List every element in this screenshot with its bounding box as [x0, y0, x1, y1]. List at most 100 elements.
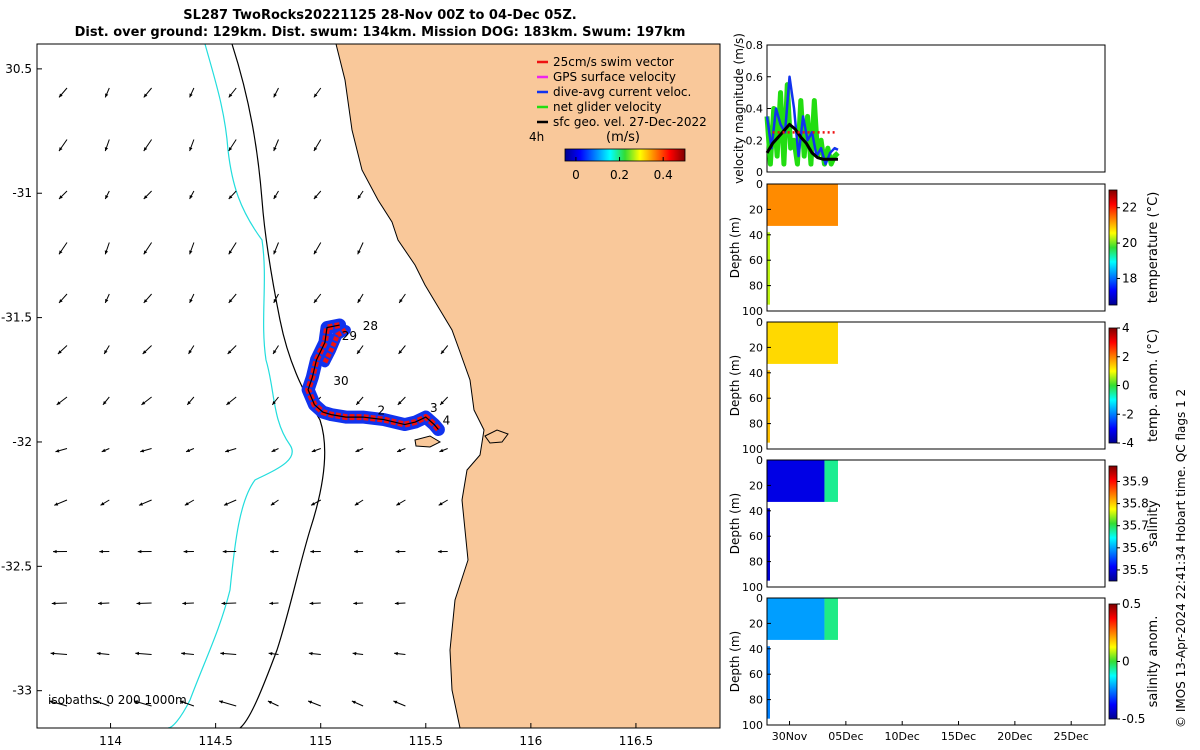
- velocity-vector-head: [105, 93, 109, 98]
- velocity-vector-head: [394, 601, 399, 606]
- velocity-vector-head: [273, 250, 277, 255]
- map-ytick-label: -31: [12, 186, 32, 200]
- velocity-ylabel: velocity magnitude (m/s): [732, 33, 746, 184]
- credit-footer: © IMOS 13-Apr-2024 22:41:34 Hobart time.…: [1174, 389, 1188, 728]
- velocity-vector-head: [393, 700, 398, 704]
- section-colorbar-tick-label: 0: [1122, 655, 1130, 669]
- velocity-vector-head: [228, 147, 233, 152]
- velocity-vector-head: [219, 700, 224, 704]
- velocity-vector-head: [356, 400, 360, 405]
- time-scale-label: 4h: [529, 130, 544, 144]
- velocity-vector-head: [311, 448, 316, 453]
- velocity-vector-head: [104, 147, 109, 152]
- velocity-vector-head: [182, 601, 187, 606]
- velocity-vector-head: [57, 350, 62, 354]
- velocity-vector-head: [313, 195, 318, 200]
- day-label: 29: [342, 329, 357, 343]
- map-xtick-label: 115: [309, 734, 332, 748]
- section-ytick-label: 60: [749, 530, 763, 543]
- velocity-vector-head: [357, 298, 362, 303]
- velocity-vector-head: [59, 195, 63, 200]
- velocity-vector-head: [140, 449, 145, 453]
- speed-colorbar-tick-label: 0.2: [610, 168, 629, 182]
- section-colorbar-label: temperature (°C): [1146, 192, 1161, 304]
- section-colorbar-tick-label: 35.9: [1122, 474, 1149, 488]
- velocity-vector-head: [397, 401, 402, 405]
- section-panel: 0 20 40 60 80 100 Depth (m) 18 20 22 temperature (…: [728, 178, 1161, 318]
- day-label: 30: [333, 374, 348, 388]
- velocity-vector-head: [308, 651, 313, 656]
- section-ytick-label: 20: [749, 479, 763, 492]
- velocity-vector-head: [99, 549, 103, 554]
- map-ytick-label: -33: [12, 684, 32, 698]
- section-axes-frame: [766, 597, 1106, 726]
- velocity-vector-head: [220, 651, 225, 656]
- map-xtick-label: 116.5: [619, 734, 653, 748]
- section-colorbar-tick-label: 0: [1122, 379, 1130, 393]
- velocity-vector-head: [437, 549, 442, 554]
- velocity-vector-head: [309, 601, 314, 606]
- section-ylabel: Depth (m): [728, 355, 742, 416]
- section-xtick-label: 05Dec: [828, 730, 863, 743]
- velocity-vector-head: [438, 501, 443, 506]
- day-label: 2: [377, 404, 385, 418]
- velocity-vector-head: [143, 195, 148, 200]
- velocity-ytick-label: 0.4: [746, 103, 764, 116]
- speed-colorbar: [564, 148, 686, 162]
- section-xtick-label: 30Nov: [772, 730, 808, 743]
- map-xtick-label: 115.5: [409, 734, 443, 748]
- map-xtick-label: 114.5: [198, 734, 232, 748]
- colorbar-unit-label: (m/s): [606, 130, 640, 145]
- velocity-vector-head: [268, 651, 273, 656]
- map-axes: 114 114.5 115 115.5 116 116.5 30.5 -31 -31.5 -32 -…: [1, 62, 653, 748]
- section-colorbar-tick-label: 2: [1122, 350, 1130, 364]
- velocity-vector-head: [187, 400, 191, 405]
- section-ytick-label: 20: [749, 617, 763, 630]
- velocity-vector-head: [50, 651, 55, 656]
- velocity-vector-head: [104, 349, 108, 354]
- section-ytick-label: 80: [749, 694, 763, 707]
- velocity-vector-head: [398, 350, 403, 354]
- velocity-vector-head: [228, 250, 233, 255]
- velocity-ytick-label: 0: [756, 166, 763, 179]
- velocity-vector-head: [225, 449, 230, 453]
- velocity-vector-head: [138, 502, 143, 506]
- velocity-vector-head: [355, 448, 360, 452]
- section-ytick-label: 0: [756, 178, 763, 191]
- velocity-vector-head: [183, 549, 188, 554]
- section-panel: 0 20 40 60 80 100 Depth (m) -4 -2 0 2 4 temp. anom. …: [728, 316, 1161, 456]
- velocity-vector-head: [273, 350, 277, 354]
- section-data-block: [767, 232, 770, 305]
- velocity-vector-head: [95, 700, 100, 704]
- velocity-vector-head: [49, 700, 54, 704]
- section-colorbar-label: temp. anom. (°C): [1146, 329, 1161, 442]
- section-colorbar-tick-label: 18: [1122, 271, 1137, 285]
- velocity-vector-head: [189, 195, 193, 200]
- velocity-vector-head: [273, 93, 277, 98]
- section-data-block: [824, 460, 838, 502]
- velocity-vector-head: [222, 549, 227, 554]
- day-label: 3: [430, 401, 438, 415]
- velocity-vector-head: [313, 250, 318, 255]
- velocity-vector-head: [142, 350, 147, 354]
- section-colorbar-tick-label: 22: [1122, 201, 1137, 215]
- isobath-1000-line: [167, 44, 293, 728]
- section-xtick-label: 15Dec: [941, 730, 976, 743]
- section-colorbar-tick-label: 4: [1122, 321, 1130, 335]
- velocity-vector-head: [313, 299, 318, 303]
- velocity-vector-head: [143, 299, 148, 303]
- velocity-vector-head: [354, 501, 359, 506]
- velocity-vector-head: [311, 502, 316, 506]
- rottnest-island: [484, 429, 509, 444]
- map-frame: [36, 43, 721, 729]
- velocity-vector-head: [273, 147, 277, 152]
- velocity-vector-head: [228, 195, 233, 200]
- map-panel: 28 29 30 2 34 114 114.5 115 115.5 116 116.5 30.5 -3…: [1, 43, 721, 748]
- section-colorbar-tick-label: 35.8: [1122, 497, 1149, 511]
- section-data-block: [767, 322, 838, 364]
- velocity-vector-head: [353, 601, 358, 606]
- velocity-vector-head: [272, 400, 276, 405]
- section-colorbar-label: salinity anom.: [1146, 616, 1161, 708]
